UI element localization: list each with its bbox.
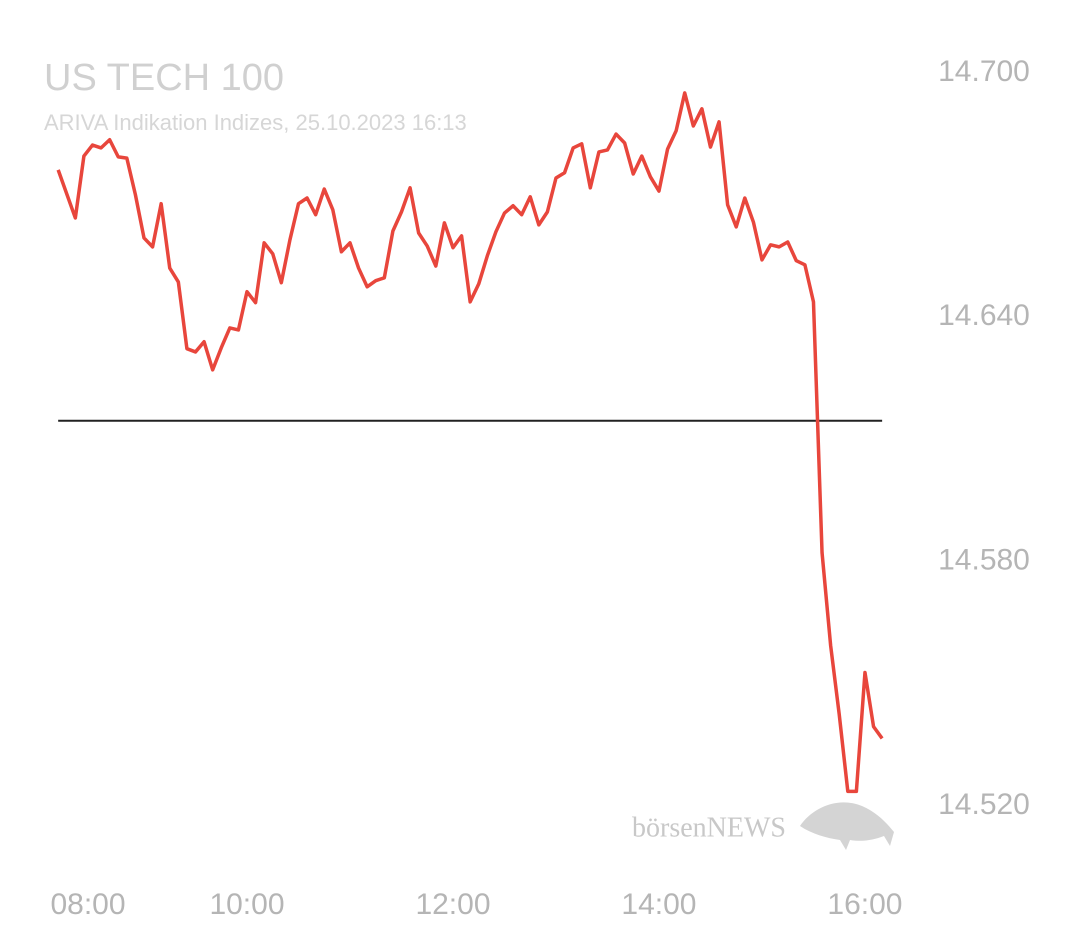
x-tick-label: 12:00	[415, 888, 490, 921]
x-tick-label: 08:00	[50, 888, 125, 921]
watermark: börsenNEWS	[632, 802, 894, 850]
y-tick-label: 14.700	[938, 55, 1030, 88]
price-line	[56, 91, 884, 794]
x-tick-label: 16:00	[827, 888, 902, 921]
watermark-text: börsenNEWS	[632, 812, 786, 843]
chart-title: US TECH 100	[44, 57, 284, 99]
bull-icon	[800, 802, 894, 850]
y-tick-label: 14.640	[938, 299, 1030, 332]
chart-subtitle: ARIVA Indikation Indizes, 25.10.2023 16:…	[44, 110, 467, 135]
y-tick-label: 14.520	[938, 788, 1030, 821]
x-tick-label: 14:00	[621, 888, 696, 921]
y-tick-label: 14.580	[938, 544, 1030, 577]
x-tick-label: 10:00	[209, 888, 284, 921]
